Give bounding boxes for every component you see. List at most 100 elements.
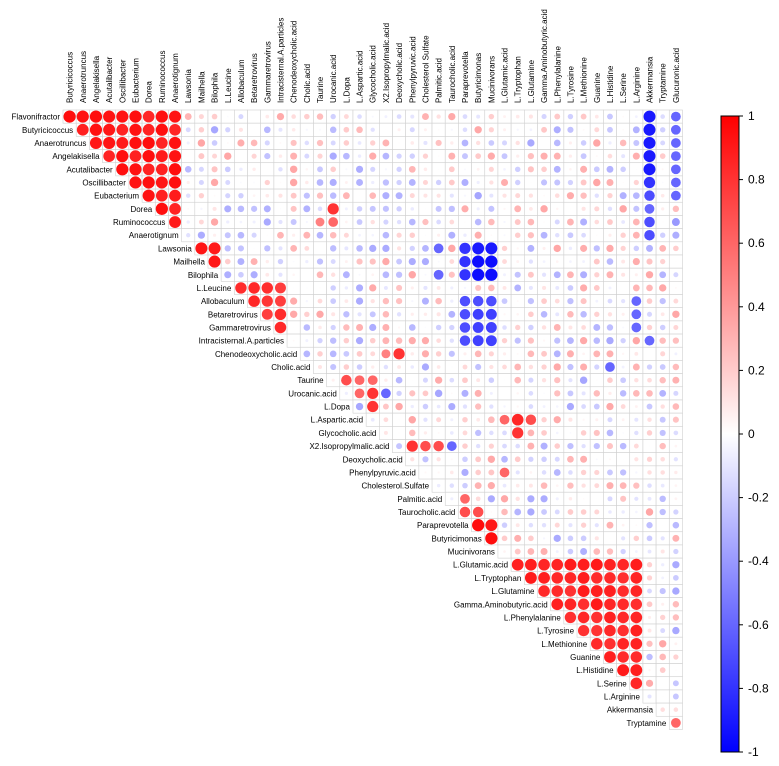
correlation-circle xyxy=(142,136,155,150)
correlation-circle xyxy=(541,456,547,463)
correlation-circle xyxy=(354,375,365,386)
correlation-circle xyxy=(396,443,403,450)
correlation-circle xyxy=(620,245,626,251)
correlation-circle xyxy=(635,510,638,514)
correlation-circle xyxy=(290,139,297,147)
correlation-circle xyxy=(647,694,652,699)
correlation-circle xyxy=(382,271,390,279)
correlation-circle xyxy=(659,416,666,423)
row-label: L.Dopa xyxy=(324,403,350,412)
correlation-circle xyxy=(490,234,493,237)
correlation-circle xyxy=(596,498,598,500)
correlation-circle xyxy=(604,558,616,571)
correlation-circle xyxy=(225,127,231,133)
correlation-circle xyxy=(265,259,269,264)
correlation-circle xyxy=(330,363,337,371)
correlation-circle xyxy=(564,611,577,624)
correlation-circle xyxy=(527,429,535,437)
correlation-circle xyxy=(211,113,218,120)
correlation-circle xyxy=(581,391,586,396)
column-label: Lawsonia xyxy=(184,69,193,103)
correlation-circle xyxy=(646,284,653,292)
correlation-circle xyxy=(156,137,168,149)
colorbar: 1 0.8 0.6 0.4 0.2 0 -0.2 -0.4 -0.6 -0.8 -1 xyxy=(720,109,769,759)
row-label: Paraprevotella xyxy=(417,521,469,530)
correlation-circle xyxy=(646,522,653,529)
correlation-circle xyxy=(528,535,534,542)
correlation-circle xyxy=(275,295,286,307)
correlation-circle xyxy=(382,231,390,239)
correlation-circle xyxy=(264,179,270,186)
column-label: Cholic.acid xyxy=(303,64,312,103)
correlation-circle xyxy=(648,353,651,355)
correlation-circle xyxy=(343,126,350,133)
correlation-circle xyxy=(591,572,603,584)
correlation-circle xyxy=(630,598,643,610)
correlation-circle xyxy=(224,258,231,265)
correlation-circle xyxy=(357,154,362,158)
correlation-circle xyxy=(674,444,678,448)
correlation-circle xyxy=(621,220,626,224)
correlation-circle xyxy=(398,419,400,421)
correlation-circle xyxy=(672,534,680,542)
correlation-circle xyxy=(210,178,219,187)
correlation-circle xyxy=(315,217,325,227)
colorbar-tick-label: -0.6 xyxy=(748,618,769,632)
correlation-circle xyxy=(566,402,575,411)
correlation-circle xyxy=(660,351,666,357)
correlation-circle xyxy=(553,324,561,331)
correlation-circle xyxy=(116,163,129,176)
correlation-circle xyxy=(261,308,273,320)
row-label: Angelakisella xyxy=(52,152,100,161)
correlation-circle xyxy=(499,467,510,478)
correlation-circle xyxy=(437,155,440,157)
correlation-circle xyxy=(516,128,519,131)
correlation-circle xyxy=(116,150,129,163)
correlation-circle xyxy=(329,245,337,252)
correlation-circle xyxy=(634,351,639,356)
row-label: L.Histidine xyxy=(576,666,614,675)
correlation-circle xyxy=(316,113,324,120)
correlation-circle xyxy=(555,484,559,487)
correlation-circle xyxy=(622,128,624,131)
correlation-circle xyxy=(566,192,575,200)
correlation-circle xyxy=(487,455,496,463)
column-label: Oscillibacter xyxy=(118,59,127,103)
correlation-circle xyxy=(316,258,324,265)
correlation-circle xyxy=(594,219,600,225)
correlation-circle xyxy=(409,390,416,397)
correlation-circle xyxy=(554,337,561,344)
correlation-circle xyxy=(577,598,590,610)
correlation-circle xyxy=(593,403,600,410)
correlation-circle xyxy=(462,482,468,489)
correlation-circle xyxy=(620,166,626,173)
correlation-circle xyxy=(490,511,493,513)
correlation-circle xyxy=(436,417,442,423)
correlation-circle xyxy=(568,470,573,475)
correlation-circle xyxy=(370,166,376,172)
correlation-circle xyxy=(553,244,561,253)
correlation-circle xyxy=(261,295,273,307)
correlation-circle xyxy=(459,322,471,333)
correlation-circle xyxy=(410,286,414,290)
correlation-circle xyxy=(370,140,376,146)
column-label: L.Methionine xyxy=(580,57,589,103)
correlation-circle xyxy=(515,114,520,119)
correlation-circle xyxy=(435,324,442,331)
correlation-circle xyxy=(225,193,231,199)
correlation-circle xyxy=(436,219,441,225)
correlation-circle xyxy=(461,205,469,213)
correlation-circle xyxy=(290,297,298,305)
correlation-circle xyxy=(253,181,255,184)
correlation-circle xyxy=(502,364,507,370)
correlation-circle xyxy=(395,192,403,200)
correlation-circle xyxy=(398,432,400,434)
correlation-circle xyxy=(672,205,680,213)
correlation-circle xyxy=(569,260,572,263)
correlation-circle xyxy=(212,233,217,237)
correlation-circle xyxy=(580,179,587,186)
correlation-circle xyxy=(555,312,560,317)
correlation-circle xyxy=(343,337,350,344)
correlation-circle xyxy=(554,390,561,397)
correlation-circle xyxy=(475,496,481,502)
